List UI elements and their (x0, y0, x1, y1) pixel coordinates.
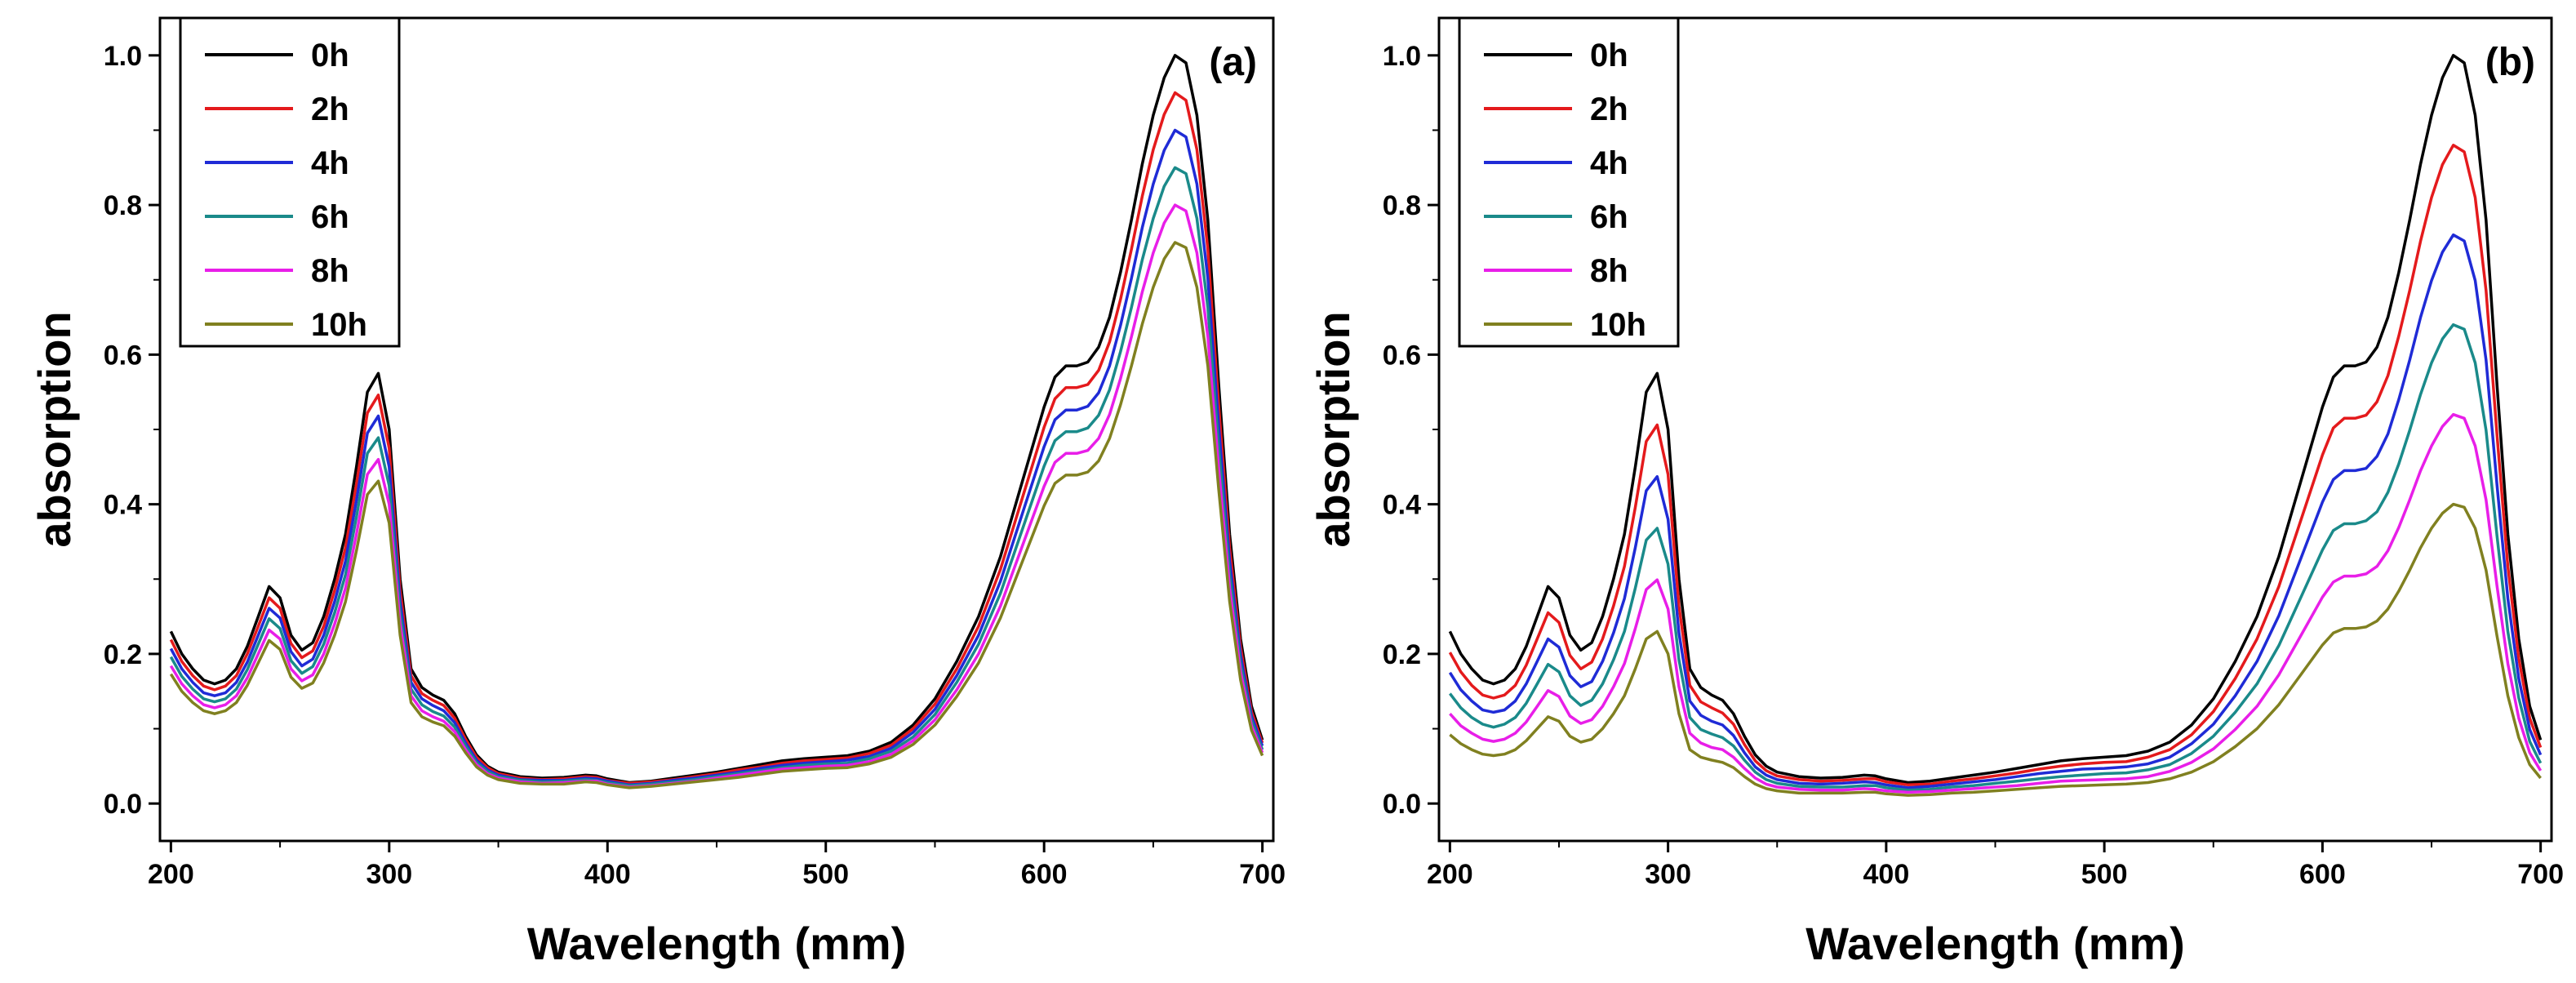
y-tick-label: 0.4 (1383, 490, 1421, 521)
legend-label-8h: 8h (1590, 253, 1628, 289)
legend-label-0h: 0h (1590, 38, 1628, 73)
series-line-10h (1449, 502, 2542, 797)
y-tick-label: 0.0 (104, 789, 142, 820)
series-line-6h (1449, 322, 2543, 792)
y-tick-label: 0.0 (1383, 789, 1421, 820)
x-tick-label: 200 (1427, 859, 1473, 890)
x-tick-label: 200 (148, 859, 194, 890)
legend-label-4h: 4h (1590, 145, 1628, 181)
y-tick-label: 0.6 (104, 340, 142, 371)
y-axis-title: absorption (29, 311, 80, 547)
x-axis-title: Wavelength (mm) (1805, 918, 2185, 969)
legend-label-2h: 2h (1590, 91, 1628, 127)
y-tick-label: 0.8 (1383, 190, 1421, 221)
x-tick-label: 600 (2299, 859, 2346, 890)
y-axis-title: absorption (1308, 311, 1359, 547)
legend-label-2h: 2h (311, 91, 349, 127)
x-tick-label: 600 (1021, 859, 1068, 890)
x-axis-title: Wavelength (mm) (527, 918, 907, 969)
legend-label-10h: 10h (311, 307, 367, 343)
series-line-10h (169, 241, 1264, 790)
series-line-2h (1448, 144, 2543, 787)
chart-panel-a: 200 300 400 500 600 700 0.0 0.2 0.4 0.6 0.8 1.0 Wave… (29, 16, 1286, 969)
legend-label-10h: 10h (1590, 307, 1646, 343)
series-line-2h (169, 91, 1264, 785)
x-tick-label: 300 (366, 859, 412, 890)
panel-label: (b) (2485, 41, 2535, 84)
legend-label-4h: 4h (311, 145, 349, 181)
x-tick-label: 700 (1239, 859, 1286, 890)
y-tick-label: 0.6 (1383, 340, 1421, 371)
x-tick-label: 300 (1645, 859, 1691, 890)
y-tick-label: 1.0 (1383, 41, 1421, 72)
x-tick-label: 400 (584, 859, 631, 890)
legend-box (179, 16, 401, 348)
series-line-6h (169, 166, 1264, 787)
x-tick-label: 500 (2081, 859, 2128, 890)
y-tick-label: 1.0 (104, 41, 142, 72)
x-tick-label: 700 (2517, 859, 2564, 890)
y-tick-label: 0.4 (104, 490, 142, 521)
legend-label-0h: 0h (311, 38, 349, 73)
y-tick-label: 0.8 (104, 190, 142, 221)
y-tick-label: 0.2 (104, 639, 142, 670)
panel-label: (a) (1209, 41, 1257, 84)
y-tick-label: 0.2 (1383, 639, 1421, 670)
legend-label-6h: 6h (1590, 199, 1628, 235)
series-line-0h (1448, 54, 2543, 785)
series-line-8h (1449, 412, 2543, 794)
legend-label-6h: 6h (311, 199, 349, 235)
x-tick-label: 500 (802, 859, 849, 890)
legend-box (1458, 16, 1680, 348)
legend-label-8h: 8h (311, 253, 349, 289)
chart-panel-b: 200 300 400 500 600 700 0.0 0.2 0.4 0.6 0.8 1.0 Wave… (1308, 16, 2564, 969)
series-line-4h (1448, 233, 2543, 790)
x-tick-label: 400 (1863, 859, 1910, 890)
